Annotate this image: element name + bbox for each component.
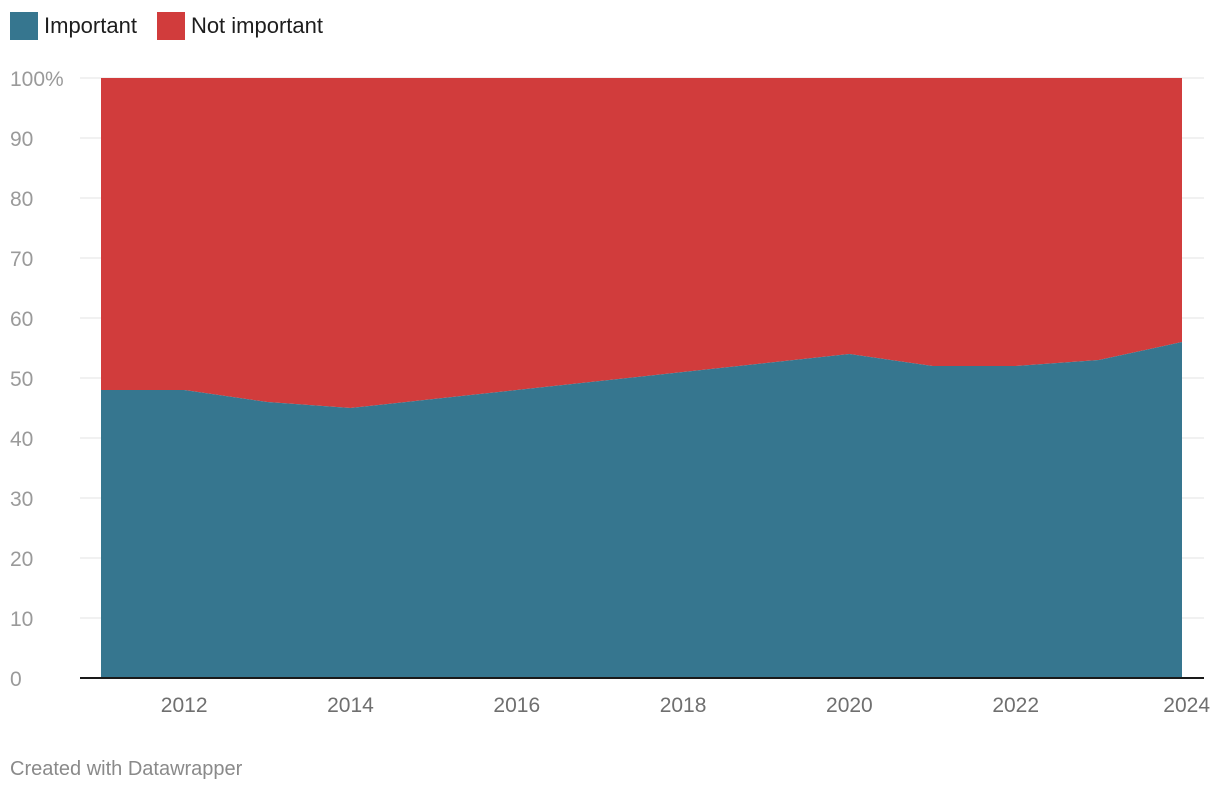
y-tick-label: 60	[10, 308, 33, 331]
x-tick-label: 2016	[493, 694, 540, 717]
area-series-important	[101, 342, 1182, 678]
y-tick-label: 40	[10, 428, 33, 451]
y-tick-label: 70	[10, 248, 33, 271]
legend-item-not-important: Not important	[156, 12, 323, 40]
x-tick-label: 2022	[992, 694, 1039, 717]
area-chart: 0 10 20 30 40 50 60 70 80 90 100% 2012 2014 2016 2018 2…	[10, 68, 1210, 717]
y-tick-label: 90	[10, 128, 33, 151]
footer-credit: Created with Datawrapper	[10, 758, 243, 780]
x-tick-label: 2014	[327, 694, 374, 717]
y-tick-label: 30	[10, 488, 33, 511]
legend-swatch-not-important	[156, 12, 185, 40]
area-series-not-important	[101, 78, 1182, 408]
y-tick-label: 50	[10, 368, 33, 391]
x-tick-label: 2012	[161, 694, 208, 717]
legend-label-important: Important	[44, 13, 137, 38]
y-tick-label: 20	[10, 548, 33, 571]
x-tick-label: 2020	[826, 694, 873, 717]
y-tick-label: 10	[10, 608, 33, 631]
y-tick-label: 100%	[10, 68, 64, 91]
legend-item-important: Important	[10, 12, 137, 40]
x-tick-label: 2018	[660, 694, 707, 717]
legend-label-not-important: Not important	[190, 13, 323, 38]
x-tick-label: 2024	[1163, 694, 1210, 717]
chart-legend: Important Not important	[10, 12, 343, 40]
y-tick-label: 0	[10, 668, 22, 691]
y-tick-label: 80	[10, 188, 33, 211]
legend-swatch-important	[10, 12, 38, 40]
